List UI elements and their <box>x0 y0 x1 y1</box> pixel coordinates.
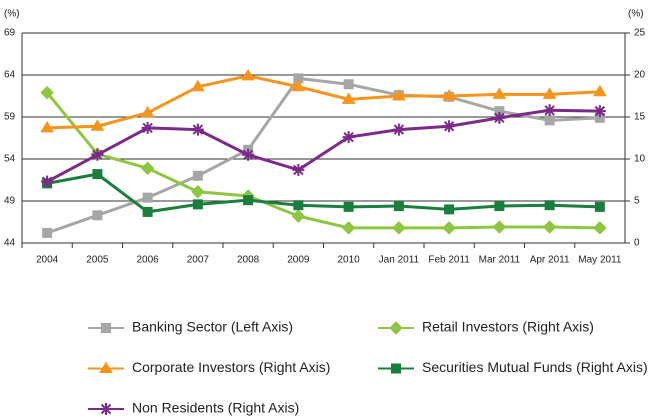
x-tick-label: 2004 <box>36 255 59 266</box>
y2-tick-label: 25 <box>634 28 646 39</box>
marker <box>593 221 607 235</box>
marker <box>542 87 557 99</box>
y-tick-label: 44 <box>4 238 16 249</box>
marker <box>141 121 154 134</box>
x-tick-label: Jan 2011 <box>379 255 420 266</box>
y-tick-label: 54 <box>4 154 16 165</box>
marker <box>40 120 55 133</box>
marker <box>392 221 406 235</box>
marker <box>92 169 103 180</box>
y2-tick-label: 20 <box>634 70 646 81</box>
marker <box>142 192 153 203</box>
series-line <box>45 91 600 230</box>
x-tick-label: Mar 2011 <box>479 255 521 266</box>
marker <box>544 115 555 126</box>
marker <box>192 170 203 181</box>
marker <box>41 175 54 188</box>
marker <box>142 206 153 217</box>
y2-axis-label: (%) <box>628 9 644 20</box>
marker <box>140 161 155 175</box>
y2-tick-label: 10 <box>634 154 646 165</box>
marker <box>342 131 355 144</box>
marker <box>100 403 112 415</box>
marker <box>592 84 607 97</box>
marker <box>391 363 401 374</box>
y2-tick-label: 0 <box>634 238 640 249</box>
marker <box>493 111 506 124</box>
marker <box>243 195 254 206</box>
marker <box>594 201 605 212</box>
series-line <box>46 172 600 214</box>
marker <box>492 87 507 99</box>
y2-tick-label: 5 <box>634 196 640 207</box>
legend-item: Retail Investors (Right Axis) <box>378 319 594 335</box>
marker <box>99 361 113 373</box>
x-tick-label: Apr 2011 <box>530 255 570 266</box>
x-tick-label: 2009 <box>287 255 310 266</box>
legend-item: Corporate Investors (Right Axis) <box>88 359 330 375</box>
marker <box>444 204 455 215</box>
y2-tick-label: 15 <box>634 112 646 123</box>
y-tick-label: 59 <box>4 112 16 123</box>
legend-label: Retail Investors (Right Axis) <box>422 319 594 335</box>
x-tick-label: Feb 2011 <box>428 255 470 266</box>
marker <box>494 201 505 212</box>
marker <box>101 323 111 333</box>
marker <box>291 79 306 92</box>
marker <box>593 105 606 118</box>
x-tick-label: 2008 <box>237 255 260 266</box>
marker <box>442 89 457 101</box>
marker <box>40 85 54 100</box>
marker <box>391 89 406 101</box>
marker <box>343 201 354 212</box>
legend-label: Corporate Investors (Right Axis) <box>132 359 330 375</box>
legend-label: Banking Sector (Left Axis) <box>132 319 293 335</box>
marker <box>242 148 255 161</box>
marker <box>341 221 356 235</box>
marker <box>393 201 404 212</box>
x-tick-label: 2007 <box>187 255 210 266</box>
marker <box>443 120 456 133</box>
legend-label: Non Residents (Right Axis) <box>132 400 299 416</box>
legend-item: Securities Mutual Funds (Right Axis) <box>378 359 648 375</box>
marker <box>91 148 104 161</box>
marker <box>343 79 354 90</box>
marker <box>292 163 305 176</box>
marker <box>291 209 306 223</box>
marker <box>442 221 456 235</box>
marker <box>90 119 105 131</box>
marker <box>191 123 204 136</box>
series-line <box>47 74 600 130</box>
x-tick-label: 2005 <box>86 255 109 266</box>
marker <box>191 185 205 199</box>
marker <box>92 210 103 221</box>
marker <box>543 104 556 117</box>
y-tick-label: 49 <box>4 196 16 207</box>
marker <box>389 321 403 335</box>
marker <box>544 200 555 211</box>
marker <box>392 123 405 136</box>
legend-item: Banking Sector (Left Axis) <box>88 319 293 335</box>
marker <box>42 227 53 238</box>
y-tick-label: 69 <box>4 28 16 39</box>
series-line <box>46 108 600 184</box>
marker <box>241 68 256 81</box>
legend-label: Securities Mutual Funds (Right Axis) <box>422 359 648 375</box>
y-axis-label: (%) <box>4 9 20 20</box>
x-tick-label: May 2011 <box>578 255 622 266</box>
marker <box>492 220 507 234</box>
marker <box>341 92 356 104</box>
marker <box>542 220 557 234</box>
marker <box>293 200 304 211</box>
y-tick-label: 64 <box>4 70 16 81</box>
marker <box>140 105 155 118</box>
legend-item: Non Residents (Right Axis) <box>88 400 299 416</box>
marker <box>192 199 203 210</box>
x-tick-label: 2006 <box>137 255 160 266</box>
series-line <box>46 76 600 235</box>
marker <box>190 79 205 92</box>
x-tick-label: 2010 <box>338 255 361 266</box>
